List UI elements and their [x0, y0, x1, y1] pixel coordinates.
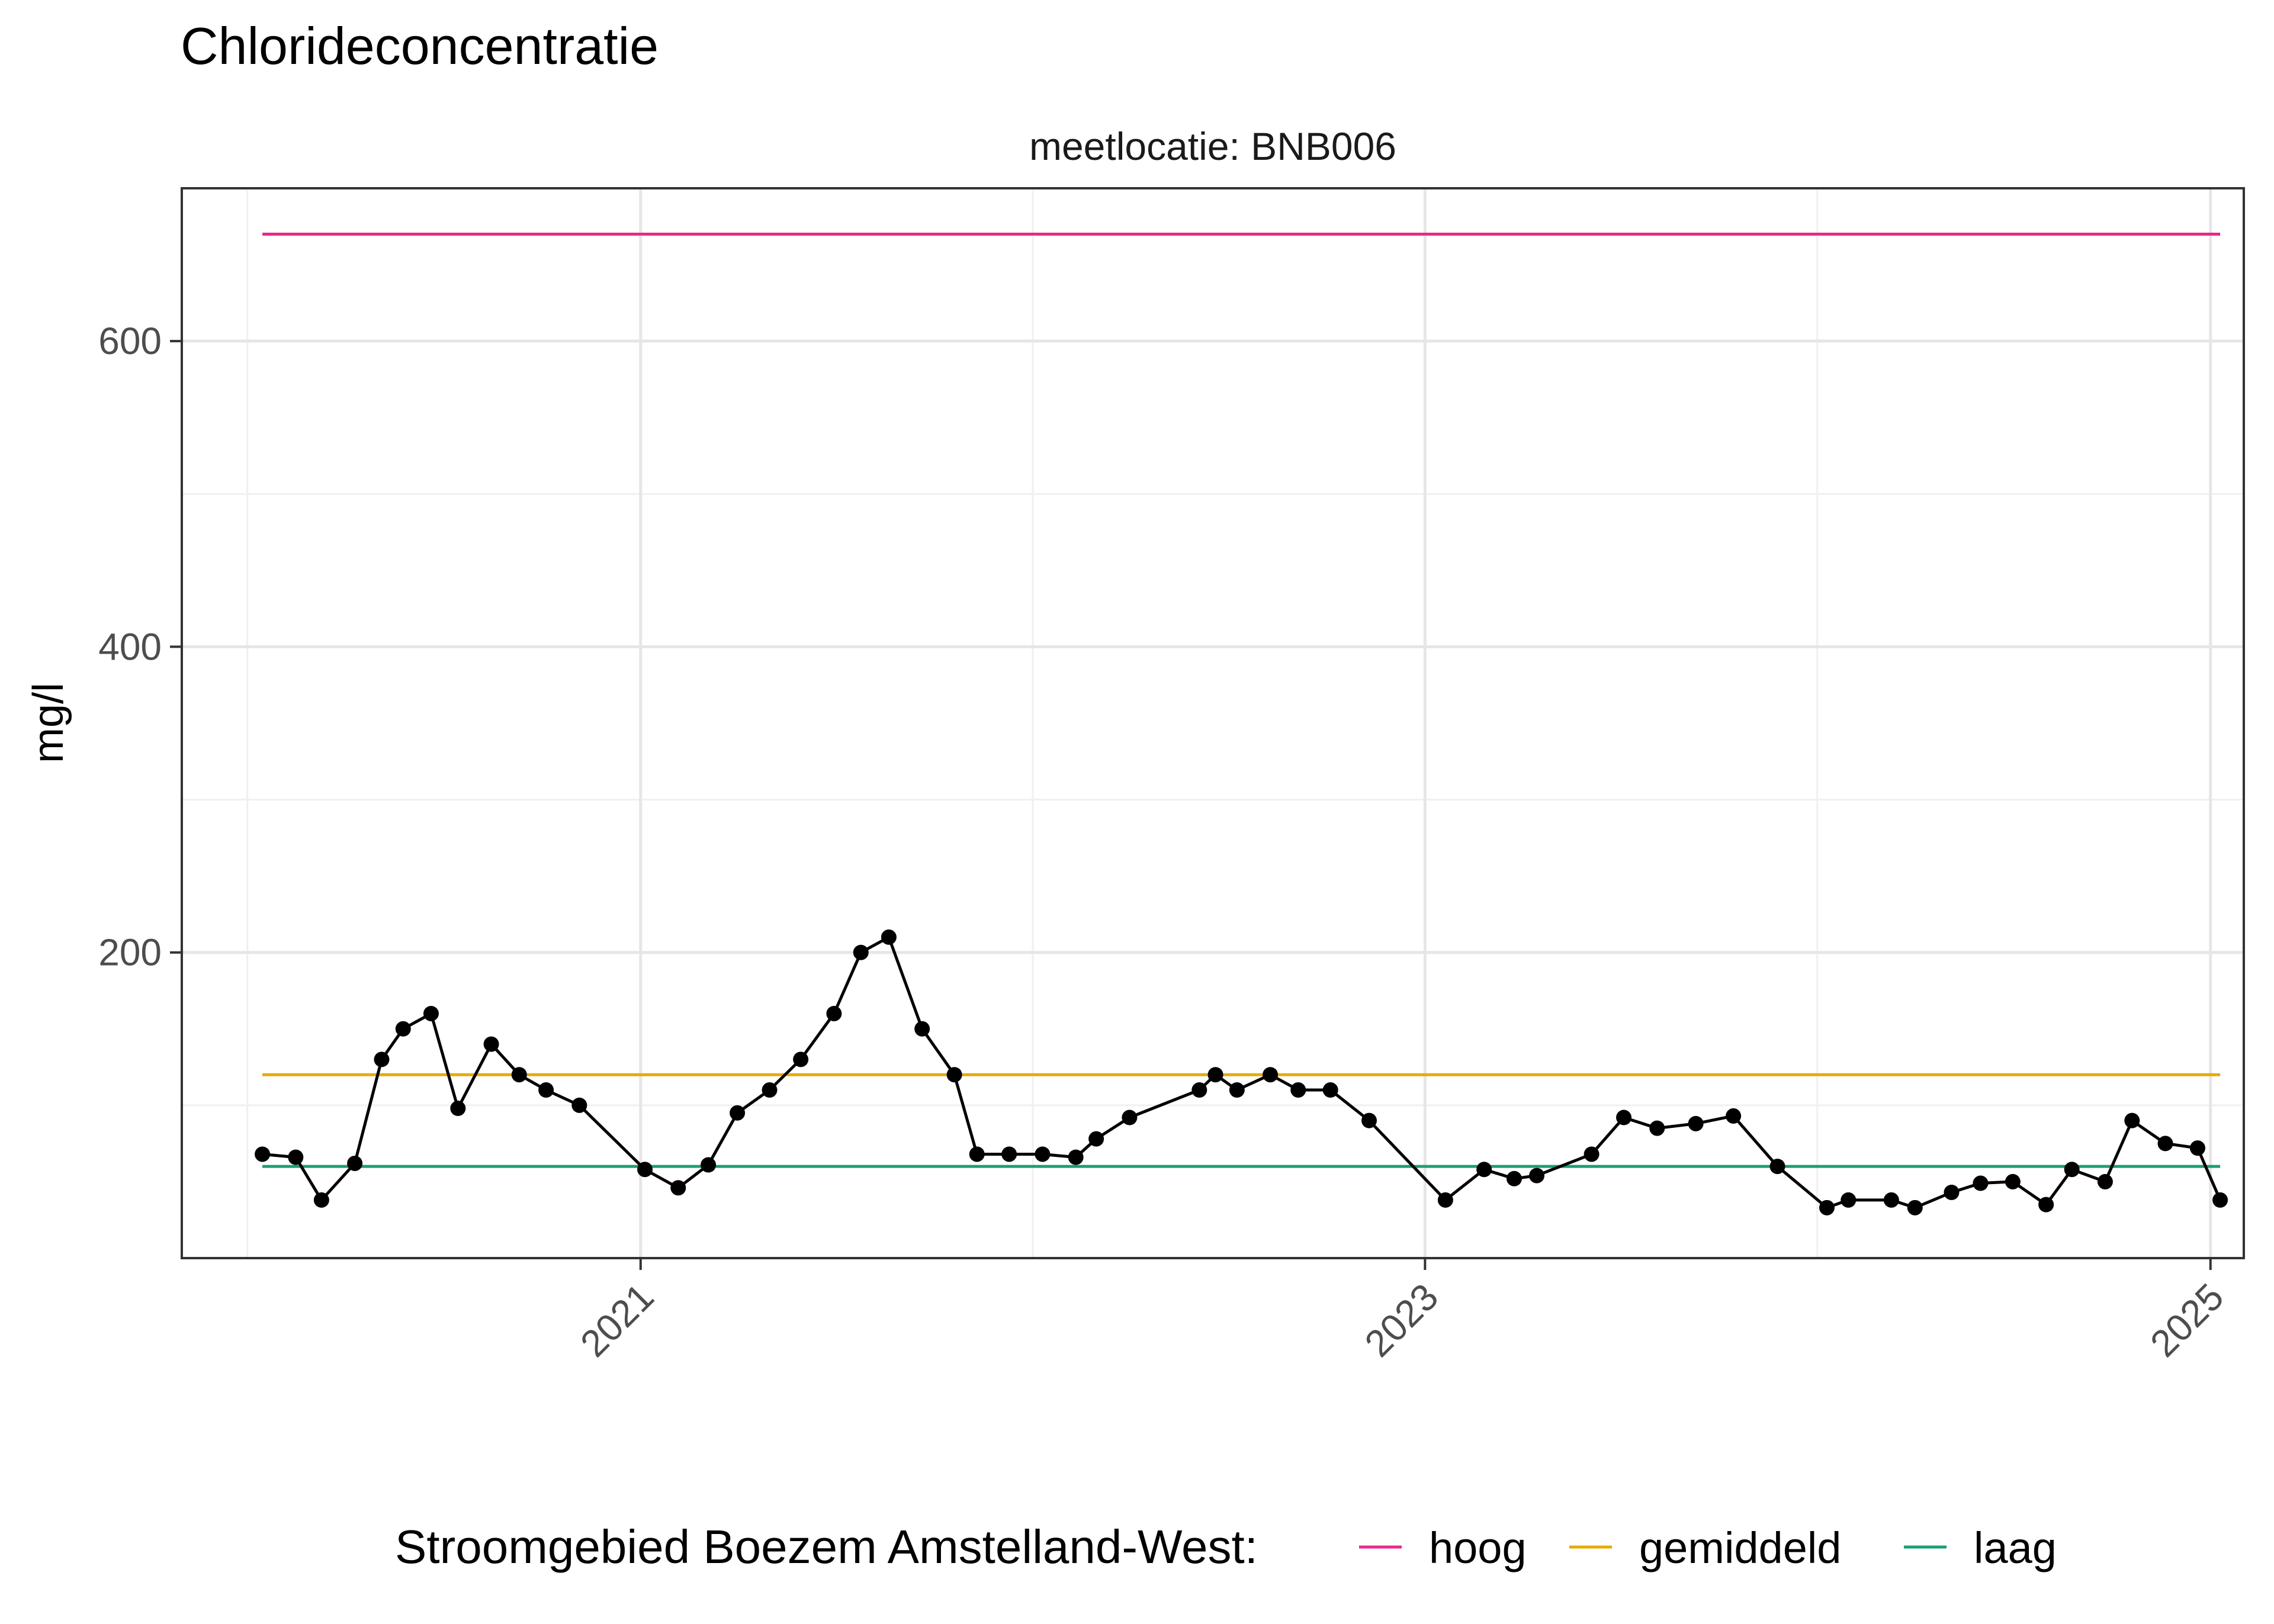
- measurement-point: [2189, 1140, 2205, 1156]
- y-axis-label: mg/l: [25, 683, 72, 763]
- measurement-point: [1207, 1067, 1223, 1083]
- measurement-point: [1437, 1192, 1453, 1208]
- measurement-point: [2212, 1192, 2228, 1208]
- grid-lines: [182, 188, 2244, 1258]
- measurement-point: [1322, 1082, 1338, 1098]
- measurement-point: [288, 1149, 304, 1165]
- measurement-point: [1088, 1131, 1104, 1147]
- measurement-point: [1726, 1108, 1742, 1124]
- measurement-point: [2005, 1173, 2021, 1189]
- y-tick-label: 400: [98, 625, 162, 668]
- measurement-point: [793, 1051, 809, 1067]
- measurement-point: [423, 1005, 439, 1021]
- measurement-point: [1476, 1162, 1492, 1178]
- measurement-point: [762, 1082, 778, 1098]
- measurement-point: [2038, 1197, 2054, 1213]
- measurement-point: [701, 1157, 717, 1173]
- facet-label: meetlocatie: BNB006: [1029, 124, 1396, 168]
- measurement-point: [914, 1021, 930, 1037]
- measurement-point: [1819, 1199, 1835, 1215]
- measurement-point: [1001, 1146, 1017, 1162]
- measurement-point: [313, 1192, 329, 1208]
- measurement-point: [2097, 1173, 2113, 1189]
- measurement-point: [670, 1180, 686, 1196]
- measurement-point: [1529, 1168, 1545, 1184]
- reference-lines: [262, 232, 2221, 1168]
- measurement-point: [374, 1051, 390, 1067]
- measurement-point: [969, 1146, 985, 1162]
- plot-border: [181, 187, 2245, 1259]
- legend-items: hoog gemiddeld laag: [1359, 1523, 2057, 1572]
- measurement-point: [1122, 1110, 1138, 1125]
- measurement-point: [1944, 1184, 1960, 1200]
- measurement-point: [1068, 1149, 1084, 1165]
- measurement-point: [881, 929, 897, 945]
- measurement-point: [395, 1021, 411, 1037]
- legend-label-hoog: hoog: [1429, 1523, 1527, 1572]
- chart-title: Chlorideconcentratie: [181, 17, 659, 75]
- measurement-point: [1229, 1082, 1245, 1098]
- measurement-point: [1688, 1115, 1704, 1131]
- measurement-point: [450, 1101, 466, 1117]
- measurement-point: [2124, 1112, 2140, 1128]
- legend: Stroomgebied Boezem Amstelland-West: hoo…: [395, 1520, 2057, 1573]
- measurement-point: [1191, 1082, 1207, 1098]
- measurement-point: [2157, 1136, 2173, 1152]
- y-tick-label: 200: [98, 931, 162, 974]
- measurement-point: [2064, 1162, 2080, 1178]
- measurement-point: [347, 1155, 363, 1171]
- legend-title: Stroomgebied Boezem Amstelland-West:: [395, 1520, 1258, 1573]
- legend-label-laag: laag: [1974, 1523, 2057, 1572]
- measurement-point: [1290, 1082, 1306, 1098]
- measurement-point: [853, 944, 869, 960]
- measurement-point: [1506, 1170, 1522, 1186]
- data-series: [255, 929, 2228, 1215]
- measurement-point: [1361, 1112, 1377, 1128]
- measurement-point: [1883, 1192, 1899, 1208]
- measurement-point: [1584, 1146, 1599, 1162]
- measurement-point: [637, 1162, 653, 1178]
- measurement-point: [511, 1067, 527, 1083]
- measurement-point: [255, 1146, 271, 1162]
- measurement-point: [826, 1005, 842, 1021]
- measurement-point: [1649, 1120, 1665, 1136]
- measurement-point: [1973, 1175, 1989, 1191]
- measurement-point: [483, 1036, 499, 1052]
- measurement-point: [1907, 1199, 1923, 1215]
- measurement-point: [538, 1082, 554, 1098]
- y-tick-label: 600: [98, 320, 162, 362]
- measurement-point: [1769, 1159, 1785, 1175]
- measurement-point: [1841, 1192, 1857, 1208]
- measurement-point: [946, 1067, 962, 1083]
- legend-label-gemiddeld: gemiddeld: [1639, 1523, 1841, 1572]
- measurement-point: [730, 1105, 746, 1121]
- measurement-point: [1616, 1110, 1632, 1125]
- measurement-point: [1035, 1146, 1051, 1162]
- measurement-point: [1263, 1067, 1279, 1083]
- measurement-point: [571, 1097, 587, 1113]
